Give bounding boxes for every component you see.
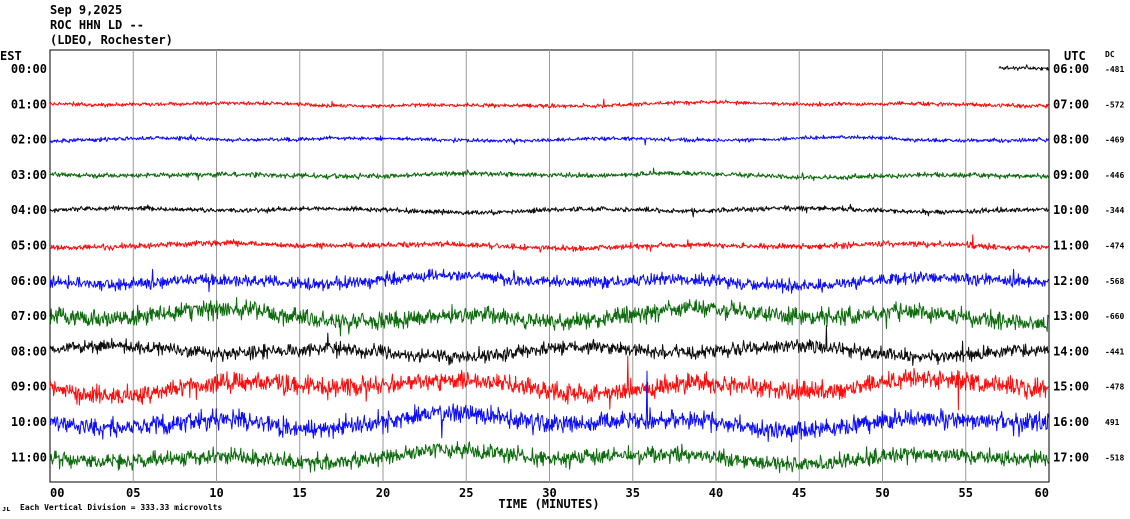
x-tick-label: 55	[959, 486, 973, 500]
trace-3	[49, 167, 1049, 181]
x-tick-label: 35	[626, 486, 640, 500]
dc-offset-label: -469	[1105, 136, 1124, 145]
utc-time-label: 14:00	[1053, 344, 1089, 358]
x-tick-label: 40	[709, 486, 723, 500]
dc-offset-label: -660	[1105, 312, 1124, 321]
utc-time-label: 10:00	[1053, 203, 1089, 217]
dc-offset-label: -518	[1105, 453, 1124, 462]
utc-axis-title: UTC	[1064, 49, 1086, 63]
est-time-label: 03:00	[11, 168, 47, 182]
utc-time-label: 13:00	[1053, 309, 1089, 323]
utc-time-label: 15:00	[1053, 380, 1089, 394]
est-time-label: 02:00	[11, 133, 47, 147]
dc-offset-label: -441	[1105, 347, 1124, 356]
corner-mark: ᴊʟ	[2, 505, 10, 513]
x-tick-label: 25	[459, 486, 473, 500]
utc-time-label: 16:00	[1053, 415, 1089, 429]
trace-5	[49, 234, 1049, 253]
x-tick-label: 30	[542, 486, 556, 500]
dc-offset-label: -568	[1105, 277, 1124, 286]
est-time-label: 08:00	[11, 344, 47, 358]
x-tick-label: 05	[126, 486, 140, 500]
utc-time-label: 11:00	[1053, 239, 1089, 253]
x-tick-label: 00	[50, 486, 64, 500]
chart-date: Sep 9,2025	[50, 3, 123, 17]
est-time-label: 04:00	[11, 203, 47, 217]
x-axis-title: TIME (MINUTES)	[498, 497, 599, 511]
utc-time-label: 12:00	[1053, 274, 1089, 288]
est-time-label: 09:00	[11, 380, 47, 394]
network-name: (LDEO, Rochester)	[50, 33, 173, 47]
est-time-label: 11:00	[11, 450, 47, 464]
est-time-label: 00:00	[11, 62, 47, 76]
dc-offset-label: -481	[1105, 65, 1124, 74]
est-time-label: 10:00	[11, 415, 47, 429]
x-tick-label: 60	[1035, 486, 1049, 500]
dc-offset-label: -344	[1105, 206, 1124, 215]
dc-offset-label: -572	[1105, 100, 1124, 109]
label-group: 00 05 10 15 20 25 30 35 40 45 50 55 60 00:00 06:00 -481…	[0, 49, 1124, 513]
x-tick-label: 10	[209, 486, 223, 500]
dc-offset-label: -446	[1105, 171, 1124, 180]
trace-2	[49, 134, 1049, 146]
dc-title: DC	[1105, 50, 1115, 59]
x-tick-label: 45	[792, 486, 806, 500]
trace-6	[49, 268, 1049, 294]
scale-note: Each Vertical Division = 333.33 microvol…	[20, 502, 222, 512]
est-axis-title: EST	[0, 49, 22, 63]
x-tick-label: 20	[376, 486, 390, 500]
trace-1	[49, 98, 1049, 109]
x-tick-label: 50	[875, 486, 889, 500]
est-time-label: 06:00	[11, 274, 47, 288]
dc-offset-label: -474	[1105, 242, 1124, 251]
dc-offset-label: -478	[1105, 383, 1124, 392]
utc-time-label: 07:00	[1053, 97, 1089, 111]
utc-time-label: 09:00	[1053, 168, 1089, 182]
utc-time-label: 17:00	[1053, 450, 1089, 464]
est-time-label: 07:00	[11, 309, 47, 323]
trace-0	[998, 64, 1050, 71]
trace-10	[49, 370, 1049, 443]
trace-4	[49, 203, 1049, 218]
utc-time-label: 06:00	[1053, 62, 1089, 76]
trace-9	[49, 355, 1049, 411]
est-time-label: 01:00	[11, 97, 47, 111]
station-code: ROC HHN LD --	[50, 18, 144, 32]
trace-11	[49, 441, 1049, 474]
trace-group	[49, 64, 1050, 474]
trace-8	[49, 325, 1049, 366]
trace-7	[49, 297, 1049, 337]
utc-time-label: 08:00	[1053, 133, 1089, 147]
chart-header: Sep 9,2025 ROC HHN LD -- (LDEO, Rocheste…	[50, 3, 173, 48]
x-tick-label: 15	[293, 486, 307, 500]
dc-offset-label: 491	[1105, 418, 1120, 427]
est-time-label: 05:00	[11, 239, 47, 253]
